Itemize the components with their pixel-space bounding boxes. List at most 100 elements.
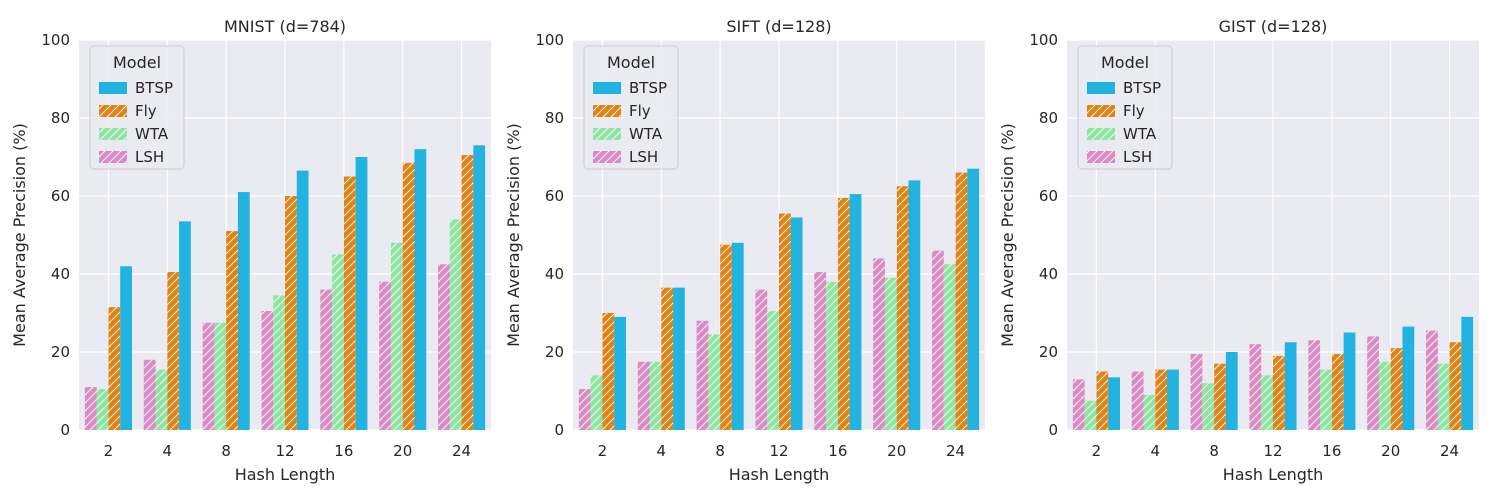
bar-hatch xyxy=(708,334,721,430)
bar-hatch xyxy=(155,369,168,430)
bar-hatch xyxy=(261,311,274,430)
legend-swatch-hatch xyxy=(593,151,621,163)
bar-btsp xyxy=(237,192,250,430)
bar-hatch xyxy=(873,258,885,430)
bar-hatch xyxy=(1367,336,1379,430)
legend-title: Model xyxy=(607,53,655,72)
y-tick-label: 80 xyxy=(51,109,70,127)
bar-hatch xyxy=(661,287,674,430)
x-axis-label: Hash Length xyxy=(1223,465,1324,484)
bar-btsp xyxy=(849,194,862,430)
bar-hatch xyxy=(1214,363,1226,430)
x-tick-label: 8 xyxy=(221,442,231,460)
bar-btsp xyxy=(1108,377,1120,430)
bar-hatch xyxy=(1378,361,1391,430)
legend: Model BTSP Fly WTA LSH xyxy=(89,45,185,170)
legend-label-fly: Fly xyxy=(629,102,651,120)
x-tick-label: 2 xyxy=(598,442,608,460)
bar-hatch xyxy=(202,322,215,430)
x-tick-label: 2 xyxy=(1092,442,1102,460)
bar-hatch xyxy=(1426,330,1438,430)
bar-hatch xyxy=(649,361,662,430)
y-tick-label: 0 xyxy=(1048,421,1058,439)
legend-label-btsp: BTSP xyxy=(629,79,667,97)
x-tick-label: 12 xyxy=(275,442,294,460)
bar-hatch xyxy=(84,387,97,430)
x-tick-label: 24 xyxy=(452,442,471,460)
bar-hatch xyxy=(767,311,779,430)
bar-btsp xyxy=(967,168,980,430)
legend-swatch-hatch xyxy=(1087,151,1115,163)
x-tick-label: 8 xyxy=(715,442,725,460)
y-axis-label: Mean Average Precision (%) xyxy=(10,123,29,347)
legend-swatch-btsp xyxy=(1087,82,1115,94)
bar-hatch xyxy=(273,295,285,430)
y-tick-label: 0 xyxy=(60,421,70,439)
legend-swatch-hatch xyxy=(99,128,127,140)
bar-hatch xyxy=(837,197,850,430)
bar-btsp xyxy=(1225,352,1238,430)
bar-btsp xyxy=(120,266,132,430)
bar-hatch xyxy=(1131,371,1144,430)
bar-hatch xyxy=(1202,383,1215,430)
bar-hatch xyxy=(1331,353,1344,430)
bar-btsp xyxy=(179,221,191,430)
chart-title: SIFT (d=128) xyxy=(726,17,831,36)
bar-hatch xyxy=(1308,340,1321,430)
bar-hatch xyxy=(143,359,156,430)
bar-hatch xyxy=(943,264,956,430)
bar-hatch xyxy=(332,254,344,430)
chart-title: MNIST (d=784) xyxy=(224,17,346,36)
bar-hatch xyxy=(320,289,333,430)
bar-hatch xyxy=(1190,353,1203,430)
legend-label-btsp: BTSP xyxy=(135,79,173,97)
bar-hatch xyxy=(1449,342,1462,430)
bar-btsp xyxy=(790,217,803,430)
x-tick-label: 12 xyxy=(1263,442,1282,460)
x-tick-label: 20 xyxy=(393,442,412,460)
bar-btsp xyxy=(473,145,486,431)
y-tick-label: 60 xyxy=(545,187,564,205)
bar-btsp xyxy=(296,170,309,430)
bar-hatch xyxy=(285,196,297,430)
bar-hatch xyxy=(1261,375,1273,430)
legend-title: Model xyxy=(113,53,161,72)
bar-btsp xyxy=(614,316,626,430)
x-tick-label: 20 xyxy=(887,442,906,460)
y-axis-label: Mean Average Precision (%) xyxy=(504,123,523,347)
y-axis-label: Mean Average Precision (%) xyxy=(998,123,1017,347)
x-tick-label: 8 xyxy=(1209,442,1219,460)
bar-hatch xyxy=(814,272,827,430)
y-tick-label: 0 xyxy=(554,421,564,439)
legend-label-lsh: LSH xyxy=(1123,148,1152,166)
bar-hatch xyxy=(1155,369,1168,430)
bar-btsp xyxy=(1402,326,1415,430)
x-axis-label: Hash Length xyxy=(729,465,830,484)
legend-swatch-btsp xyxy=(99,82,127,94)
bar-hatch xyxy=(1273,355,1285,430)
legend-label-fly: Fly xyxy=(1123,102,1145,120)
y-tick-label: 40 xyxy=(545,265,564,283)
legend-label-btsp: BTSP xyxy=(1123,79,1161,97)
bar-hatch xyxy=(1437,363,1450,430)
x-tick-label: 24 xyxy=(946,442,965,460)
bar-hatch xyxy=(578,389,591,430)
legend-swatch-hatch xyxy=(1087,105,1115,117)
bar-hatch xyxy=(884,277,897,430)
x-tick-label: 16 xyxy=(334,442,353,460)
bar-hatch xyxy=(343,176,356,430)
y-tick-label: 60 xyxy=(51,187,70,205)
x-tick-label: 4 xyxy=(1151,442,1161,460)
bar-btsp xyxy=(1343,332,1356,430)
legend-swatch-btsp xyxy=(593,82,621,94)
bar-btsp xyxy=(731,242,744,430)
x-tick-label: 16 xyxy=(1322,442,1341,460)
bar-hatch xyxy=(96,389,109,430)
legend-title: Model xyxy=(1101,53,1149,72)
legend-label-wta: WTA xyxy=(1123,125,1157,143)
legend: Model BTSP Fly WTA LSH xyxy=(1077,45,1173,170)
y-tick-label: 80 xyxy=(545,109,564,127)
bar-btsp xyxy=(355,157,368,430)
